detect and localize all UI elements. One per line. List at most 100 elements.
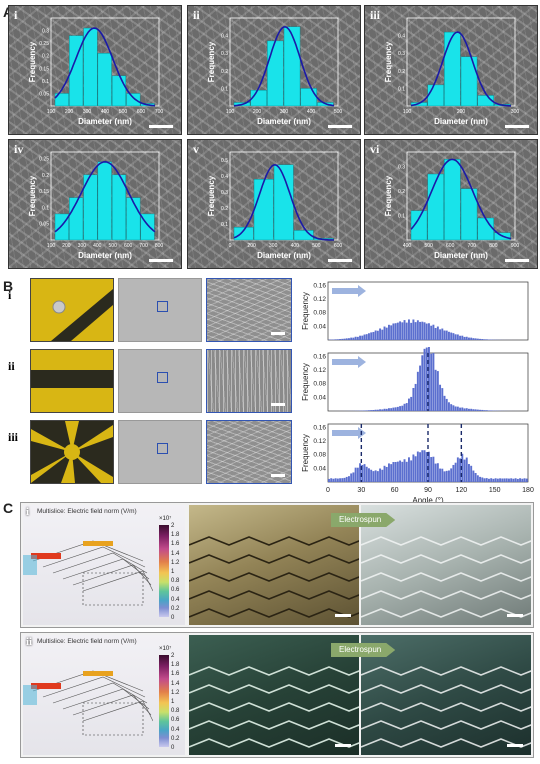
row-label: ii	[8, 359, 15, 373]
histogram-bar	[454, 334, 457, 340]
y-tick-label: 0.05	[39, 91, 49, 97]
x-tick-label: 400	[403, 243, 412, 249]
fiber-zoom-image	[206, 420, 292, 484]
y-tick-label: 0.4	[398, 34, 405, 40]
y-tick-label: 0.4	[221, 174, 228, 180]
y-axis-label: Frequency	[384, 41, 393, 82]
field-simulation: ii Multislice: Electric field norm (V/m) ×…	[23, 635, 185, 755]
histogram-bar	[399, 406, 402, 411]
histogram-bar	[436, 371, 439, 411]
x-tick-label: 0	[326, 487, 330, 494]
histogram-bar	[481, 477, 484, 482]
scale-bar	[507, 614, 523, 617]
x-tick-label: 500	[312, 243, 321, 249]
y-tick-label: 0.16	[313, 424, 326, 431]
x-tick-label: 500	[119, 109, 128, 115]
panel-b-letter: B	[3, 278, 14, 294]
y-tick-label: 0.15	[39, 66, 49, 72]
subpanel-label: iii	[370, 8, 381, 22]
histogram-bar	[361, 464, 364, 482]
histogram-bar	[293, 230, 314, 241]
histogram-bar	[425, 323, 428, 340]
histogram-bar	[363, 334, 366, 340]
y-tick-label: 0.1	[221, 86, 228, 92]
x-tick-label: 400	[291, 243, 300, 249]
histogram-bar	[421, 321, 424, 340]
x-tick-label: 700	[468, 243, 477, 249]
histogram-bar	[496, 478, 499, 482]
diameter-histogram: 0.1 0.2 0.3 0.4 100 200 300 Diameter (nm) Freque…	[384, 17, 519, 126]
diameter-histogram: 0.1 0.2 0.3 0.4 100 200 300 400 500 Diameter (nm)…	[207, 17, 342, 126]
histogram-bar	[427, 84, 444, 107]
y-axis-label: Frequency	[301, 292, 310, 330]
colorbar-tick-label: 1.2	[171, 559, 180, 566]
x-tick-label: 800	[155, 243, 164, 249]
x-axis-label: Angle (°)	[412, 496, 444, 505]
histogram-bar	[283, 26, 301, 107]
histogram-bar	[352, 472, 355, 482]
colorbar-tick-label: 1.6	[171, 671, 180, 678]
scale-bar	[149, 259, 173, 262]
histogram-bar	[508, 478, 510, 482]
histogram-bar	[454, 406, 457, 411]
histogram-bar	[465, 336, 468, 340]
histogram-bar	[461, 407, 464, 411]
histogram-bar	[394, 407, 397, 411]
histogram-bar	[501, 478, 504, 482]
histogram-bar	[432, 456, 435, 482]
x-tick-label: 300	[78, 243, 87, 249]
histogram-bar	[399, 321, 402, 340]
colorbar-tick-label: 1.4	[171, 680, 180, 687]
y-tick-label: 0.2	[398, 69, 405, 75]
histogram-bar	[385, 408, 388, 411]
histogram-bar	[343, 477, 346, 482]
fiber-overview-image	[118, 420, 202, 484]
histogram-bar	[510, 478, 513, 482]
histogram-bar	[345, 476, 348, 482]
gaussian-fit-line	[233, 164, 335, 241]
histogram-bar	[479, 476, 482, 482]
direction-arrow-icon	[332, 285, 366, 297]
histogram-bar	[445, 470, 448, 482]
histogram-bar	[483, 478, 486, 482]
colorbar	[159, 655, 169, 747]
histogram-bar	[479, 338, 482, 340]
histogram-bar	[452, 464, 455, 482]
field-simulation: i Multislice: Electric field norm (V/m) ×1…	[23, 505, 185, 625]
histogram-bar	[439, 468, 442, 482]
y-axis-label: Frequency	[207, 41, 216, 82]
histogram-bar	[494, 478, 497, 482]
histogram-bar	[334, 478, 337, 482]
histogram-bar	[427, 173, 444, 241]
histogram-bar	[450, 468, 453, 482]
colorbar-tick-label: 1	[171, 569, 175, 575]
y-tick-label: 0.25	[39, 41, 49, 47]
y-tick-label: 0.3	[398, 51, 405, 57]
colorbar-tick-label: 0	[171, 615, 175, 621]
y-tick-label: 0.3	[42, 29, 49, 35]
histogram-bar	[399, 460, 402, 482]
histogram-bar	[405, 403, 408, 411]
histogram-bar	[416, 371, 419, 411]
histogram-bar	[381, 329, 384, 340]
histogram-bar	[421, 355, 424, 411]
histogram-bar	[390, 325, 393, 340]
histogram-bar	[481, 409, 484, 411]
subpanel-label: iv	[14, 142, 24, 156]
electrode-closeup-photo	[189, 635, 359, 755]
histogram-bar	[516, 478, 519, 482]
electrode-closeup-photo	[189, 505, 359, 625]
histogram-bar	[485, 478, 488, 482]
y-tick-label: 0.3	[398, 165, 405, 171]
x-axis-label: Diameter (nm)	[78, 251, 132, 260]
zoom-region-box	[157, 372, 168, 383]
histogram-bar	[472, 409, 475, 411]
histogram-bar	[459, 407, 462, 411]
histogram-bar	[374, 409, 377, 411]
histogram-bar	[365, 466, 368, 482]
fiber-overview-image	[118, 349, 202, 413]
gaussian-fit-line	[54, 27, 156, 107]
histogram-bar	[403, 459, 406, 482]
histogram-bar	[450, 404, 453, 411]
scale-bar	[335, 614, 351, 617]
